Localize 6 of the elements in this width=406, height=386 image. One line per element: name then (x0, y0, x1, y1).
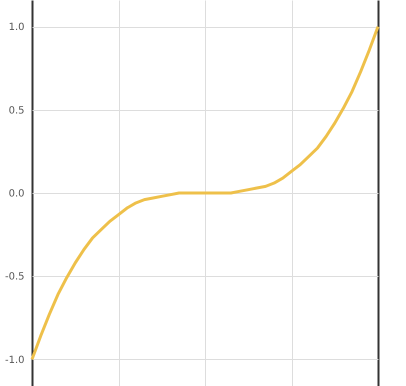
line-series (30, 25, 380, 361)
y-tick-label: 0.0 (8, 188, 24, 200)
y-tick-label: 0.5 (8, 105, 24, 116)
y-tick-label: 1.0 (8, 22, 24, 34)
y-tick-label: -0.5 (4, 272, 24, 283)
y-tick-label: -1.0 (4, 354, 24, 366)
